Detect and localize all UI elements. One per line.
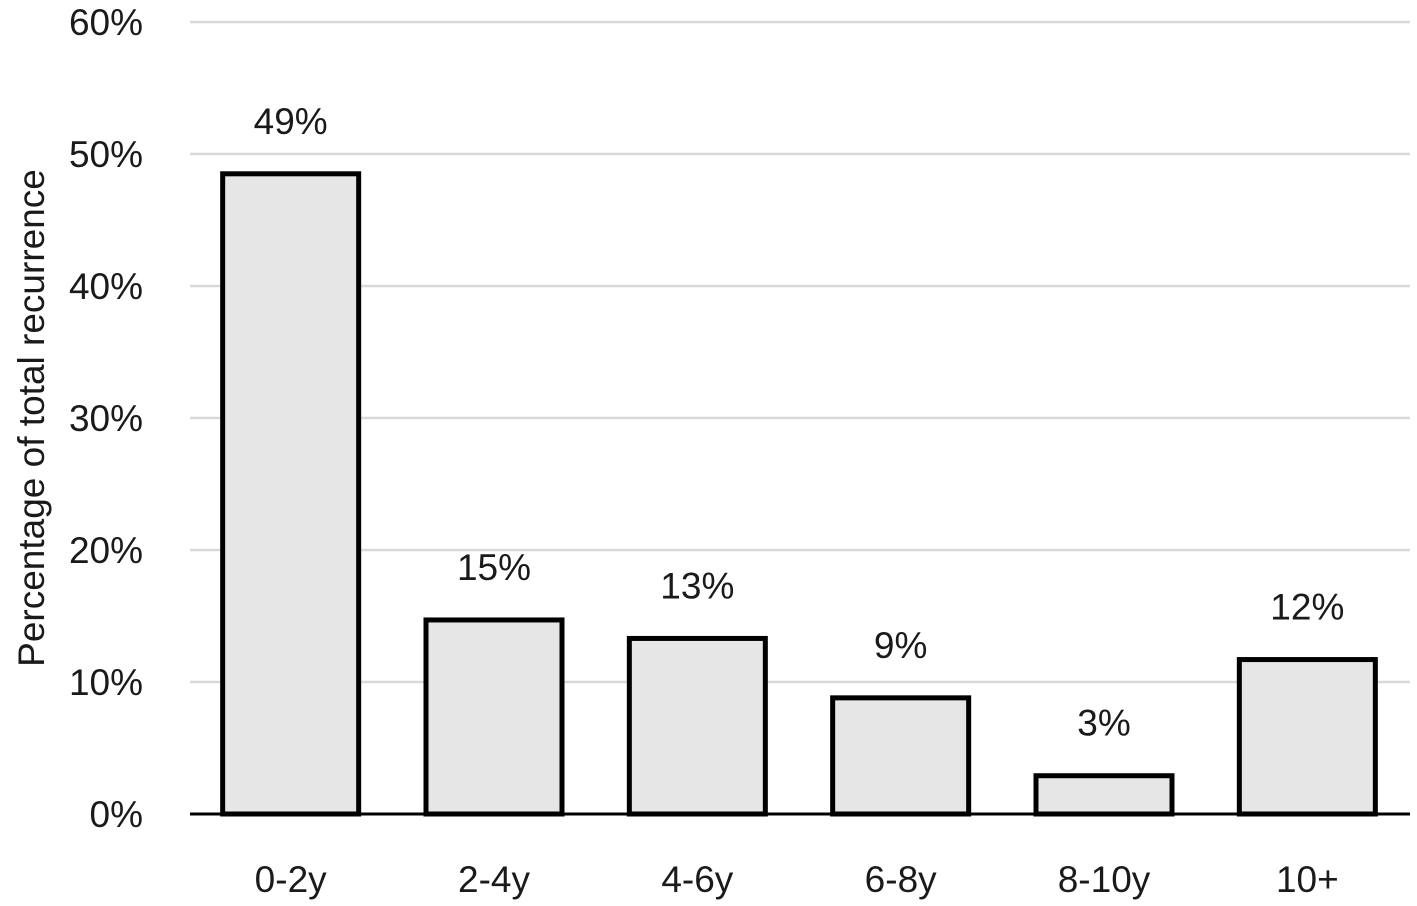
data-label: 9% xyxy=(874,625,927,666)
y-axis-title: Percentage of total recurrence xyxy=(11,169,52,667)
y-tick-label: 30% xyxy=(69,398,143,439)
x-category-label: 6-8y xyxy=(865,859,937,900)
x-category-label: 0-2y xyxy=(255,859,327,900)
data-label: 12% xyxy=(1270,587,1344,628)
bars xyxy=(220,171,1378,817)
y-tick-label: 50% xyxy=(69,134,143,175)
y-tick-label: 40% xyxy=(69,266,143,307)
x-category-label: 8-10y xyxy=(1058,859,1151,900)
bar xyxy=(1033,773,1175,817)
bar xyxy=(423,617,565,817)
y-tick-label: 10% xyxy=(69,662,143,703)
bar xyxy=(1236,657,1378,817)
data-label: 13% xyxy=(660,565,734,606)
x-category-label: 2-4y xyxy=(458,859,530,900)
data-label: 15% xyxy=(457,547,531,588)
data-label: 49% xyxy=(254,101,328,142)
x-category-label: 10+ xyxy=(1276,859,1339,900)
y-tick-label: 0% xyxy=(90,794,143,835)
bar xyxy=(830,695,972,817)
bar xyxy=(220,171,362,817)
labels: 0% 10% 20% 30% 40% 50% 60% 49% 0-2y 15% 2-4y 13% 4-6… xyxy=(69,2,1344,900)
gridlines xyxy=(190,20,1410,684)
bar xyxy=(626,635,768,817)
y-tick-label: 20% xyxy=(69,530,143,571)
y-tick-label: 60% xyxy=(69,2,143,43)
data-label: 3% xyxy=(1077,703,1130,744)
x-category-label: 4-6y xyxy=(661,859,733,900)
